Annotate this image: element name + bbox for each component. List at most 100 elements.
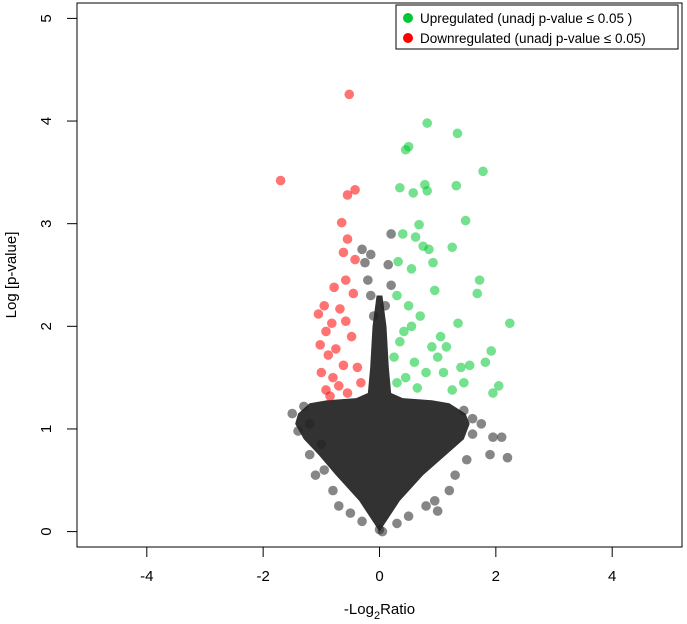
data-point (342, 234, 353, 244)
data-point (427, 342, 437, 352)
data-point (338, 360, 349, 371)
data-point (409, 357, 420, 368)
legend-label-downregulated: Downregulated (unadj p-value ≤ 0.05) (420, 31, 646, 46)
data-point (395, 182, 405, 193)
data-point (441, 342, 452, 352)
data-point (406, 264, 417, 274)
data-point (488, 388, 498, 398)
x-axis-label-subscript: 2 (374, 610, 380, 622)
y-axis-label: Log [p-value] (3, 232, 20, 319)
data-point (415, 311, 426, 321)
data-point (392, 518, 402, 529)
data-point (340, 275, 351, 285)
data-point (315, 339, 325, 350)
data-point (456, 362, 466, 373)
data-point (386, 229, 396, 239)
data-point (505, 318, 515, 329)
data-point (342, 388, 353, 398)
legend: Upregulated (unadj p-value ≤ 0.05 ) Down… (395, 4, 679, 50)
data-point (485, 449, 495, 460)
y-tick-label: 3 (38, 220, 55, 228)
data-point (435, 331, 446, 342)
data-point (360, 257, 370, 268)
data-point (395, 336, 405, 347)
data-point (389, 352, 399, 362)
y-tick-label: 4 (38, 117, 55, 125)
data-point (452, 128, 463, 139)
data-point (428, 257, 438, 268)
data-point (453, 318, 463, 329)
data-point (502, 452, 513, 463)
data-point (488, 432, 498, 442)
data-point (328, 485, 338, 496)
data-point (393, 256, 403, 267)
data-point (313, 309, 324, 319)
data-point (321, 326, 331, 337)
y-tick-label: 5 (38, 14, 55, 22)
density-core (295, 295, 470, 532)
data-point (344, 89, 355, 100)
data-point (304, 449, 315, 460)
data-point (480, 357, 491, 368)
data-point (380, 300, 391, 311)
data-point (325, 391, 335, 401)
x-tick-label: -2 (256, 568, 269, 585)
x-axis-label-main: -Log (344, 601, 374, 618)
data-point (342, 190, 353, 200)
data-point (459, 405, 469, 416)
data-point (410, 232, 421, 242)
legend-marker-downregulated (403, 33, 413, 43)
data-point (333, 501, 344, 511)
data-point (352, 362, 363, 373)
data-point (335, 304, 345, 314)
data-point (474, 275, 485, 285)
data-point (412, 383, 423, 393)
data-point (316, 367, 327, 378)
data-point (357, 244, 367, 255)
data-point (299, 401, 309, 412)
data-point (293, 426, 303, 436)
data-point (472, 288, 483, 299)
x-tick-label: 0 (375, 568, 383, 585)
data-point (377, 526, 388, 537)
y-axis: 0 1 2 3 4 5 (38, 14, 78, 536)
data-point (459, 377, 469, 388)
legend-marker-upregulated (403, 13, 413, 23)
data-point (424, 244, 434, 255)
data-point (345, 508, 356, 518)
data-point (486, 346, 496, 356)
x-tick-label: -4 (140, 568, 153, 585)
data-point (432, 352, 443, 362)
data-point (422, 118, 433, 128)
data-point (403, 511, 414, 522)
data-point (323, 350, 334, 360)
data-point (429, 496, 440, 506)
data-point (392, 377, 402, 388)
data-point (316, 439, 327, 450)
data-point (319, 465, 330, 475)
data-point (496, 432, 507, 442)
data-point (461, 454, 472, 465)
data-point (328, 372, 338, 383)
data-point (464, 360, 475, 371)
legend-box (395, 4, 679, 50)
series-2 (287, 229, 513, 537)
data-point (348, 288, 359, 299)
data-point (333, 381, 344, 391)
data-point (319, 300, 330, 311)
data-point (363, 275, 373, 285)
series-0 (389, 118, 515, 398)
data-point (338, 247, 349, 258)
data-point (399, 326, 409, 337)
data-point (432, 506, 443, 516)
data-point (310, 470, 321, 480)
data-point (467, 413, 478, 424)
data-point (326, 318, 337, 329)
data-point (444, 485, 455, 496)
data-point (287, 408, 298, 419)
data-point (476, 419, 487, 429)
data-point (467, 429, 478, 439)
data-point (336, 217, 347, 228)
data-point (450, 470, 460, 480)
